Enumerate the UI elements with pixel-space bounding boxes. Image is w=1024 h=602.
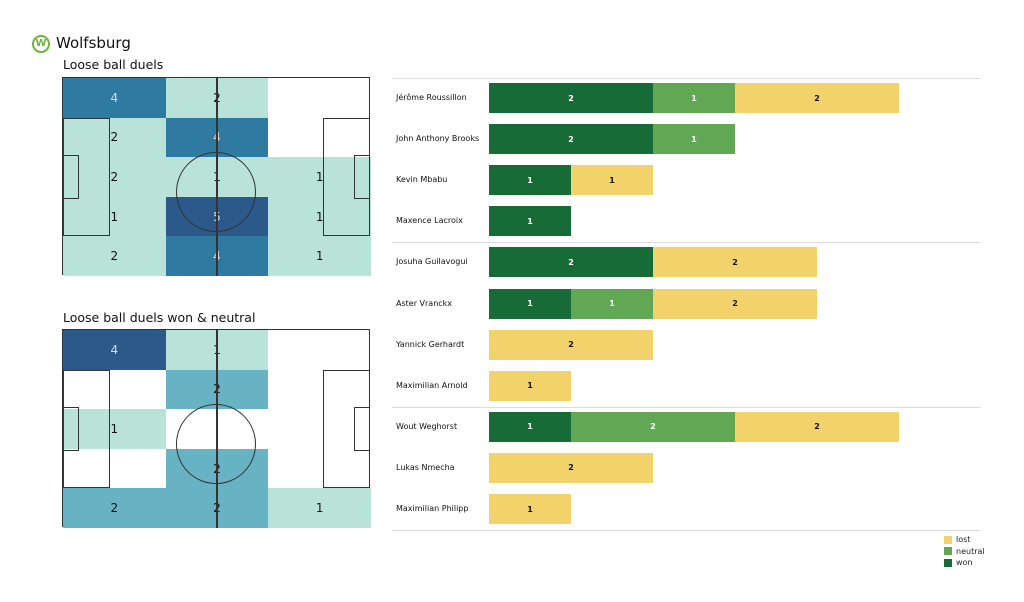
bar-lost: 1 bbox=[489, 370, 571, 401]
bar-lost: 2 bbox=[489, 329, 653, 360]
legend-swatch bbox=[944, 535, 952, 544]
bar-lost: 1 bbox=[489, 494, 571, 524]
bar-won: 2 bbox=[489, 124, 653, 155]
bar-lost: 2 bbox=[653, 247, 817, 278]
legend-item: won bbox=[944, 558, 973, 567]
player-name: Kevin Mbabu bbox=[396, 175, 448, 185]
legend-label: won bbox=[956, 558, 973, 567]
group-separator bbox=[392, 407, 981, 408]
player-name: Jérôme Roussillon bbox=[396, 93, 467, 102]
pitch-line bbox=[63, 407, 79, 451]
bar-won: 2 bbox=[489, 83, 653, 113]
heatmap-cell: 2 bbox=[63, 157, 166, 197]
bar-neutral: 1 bbox=[571, 288, 653, 319]
legend-label: lost bbox=[956, 535, 971, 544]
heatmap-cell: 2 bbox=[63, 488, 166, 528]
pitch-line bbox=[63, 155, 79, 199]
pitch-line bbox=[354, 407, 370, 451]
group-separator bbox=[392, 78, 981, 79]
bar-won: 1 bbox=[489, 411, 571, 442]
bar-won: 1 bbox=[489, 288, 571, 319]
pitch-line bbox=[354, 155, 370, 199]
legend-item: lost bbox=[944, 535, 970, 544]
player-name: Maximilian Arnold bbox=[396, 380, 468, 390]
player-name: Yannick Gerhardt bbox=[396, 339, 465, 349]
team-title: Wolfsburg bbox=[56, 34, 131, 52]
heatmap-cell: 1 bbox=[268, 236, 371, 276]
bar-lost: 1 bbox=[571, 165, 653, 196]
player-name: Maxence Lacroix bbox=[396, 216, 463, 226]
center-circle bbox=[176, 152, 256, 232]
group-separator bbox=[392, 242, 981, 243]
center-circle bbox=[176, 404, 256, 484]
player-name: Josuha Guilavogui bbox=[396, 257, 468, 267]
bar-lost: 2 bbox=[735, 83, 899, 113]
bar-won: 2 bbox=[489, 247, 653, 278]
player-name: Aster Vranckx bbox=[396, 298, 453, 308]
pitch2-title: Loose ball duels won & neutral bbox=[63, 310, 256, 325]
legend-swatch bbox=[944, 547, 952, 555]
player-name: Lukas Nmecha bbox=[396, 462, 455, 472]
legend-item: neutral bbox=[944, 547, 985, 556]
heatmap-cell: 1 bbox=[268, 196, 371, 237]
bar-lost: 2 bbox=[653, 288, 817, 319]
heatmap-cell: 2 bbox=[63, 236, 166, 276]
bar-neutral: 2 bbox=[571, 411, 735, 442]
bar-neutral: 1 bbox=[653, 124, 735, 155]
heatmap-cell: 1 bbox=[268, 157, 371, 197]
player-name: Maximilian Philipp bbox=[396, 504, 469, 513]
legend-swatch bbox=[944, 558, 952, 567]
player-name: John Anthony Brooks bbox=[396, 134, 480, 144]
bar-won: 1 bbox=[489, 206, 571, 237]
pitch1-title: Loose ball duels bbox=[63, 57, 164, 72]
bar-neutral: 1 bbox=[653, 83, 735, 113]
heatmap-cell: 1 bbox=[268, 488, 371, 528]
bar-lost: 2 bbox=[735, 411, 899, 442]
heatmap-cell: 1 bbox=[63, 196, 166, 237]
heatmap-cell: 1 bbox=[63, 409, 166, 449]
bar-lost: 2 bbox=[489, 452, 653, 483]
heatmap-cell: 2 bbox=[63, 117, 166, 158]
heatmap-cell: 4 bbox=[63, 78, 166, 118]
legend-label: neutral bbox=[956, 546, 985, 556]
bar-won: 1 bbox=[489, 165, 571, 196]
heatmap-cell: 4 bbox=[63, 330, 166, 370]
team-logo: W bbox=[32, 35, 50, 53]
player-name: Wout Weghorst bbox=[396, 421, 458, 431]
group-separator bbox=[392, 530, 981, 531]
